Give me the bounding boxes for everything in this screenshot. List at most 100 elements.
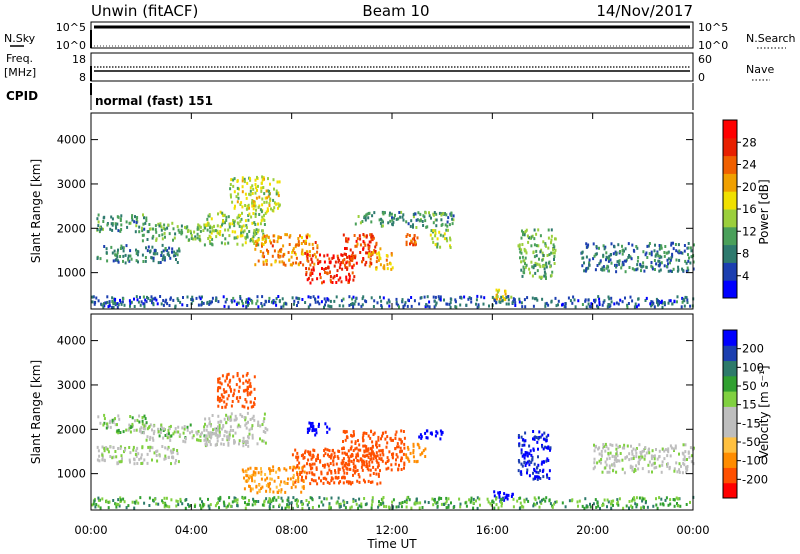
velocity-gate-cell	[389, 437, 392, 441]
power-gate-cell	[145, 219, 148, 222]
velocity-gate-cell	[254, 397, 256, 401]
power-panel-frame	[90, 112, 694, 310]
power-ytick-label: 3000	[57, 177, 86, 191]
velocity-gate-cell	[249, 400, 252, 404]
power-gate-cell	[495, 288, 498, 292]
velocity-gate-cell	[499, 500, 502, 504]
velocity-gate-cell	[228, 380, 231, 384]
velocity-gate-cell	[157, 430, 160, 434]
velocity-gate-cell	[219, 396, 221, 400]
power-gate-cell	[610, 242, 613, 246]
power-gate-cell	[275, 303, 278, 307]
power-gate-cell	[141, 229, 144, 233]
power-gate-cell	[603, 268, 606, 272]
power-gate-cell	[119, 229, 122, 233]
velocity-gate-cell	[273, 496, 276, 500]
velocity-gate-cell	[217, 404, 220, 408]
velocity-gate-cell	[327, 464, 330, 468]
velocity-gate-cell	[135, 454, 138, 458]
power-gate-cell	[316, 258, 319, 262]
velocity-gate-cell	[117, 503, 120, 506]
power-gate-cell	[640, 269, 642, 273]
power-gate-cell	[270, 263, 273, 267]
power-gate-cell	[434, 229, 437, 233]
velocity-gate-cell	[669, 498, 672, 502]
power-gate-cell	[410, 241, 413, 245]
velocity-gate-cell	[252, 497, 255, 501]
velocity-gate-cell	[353, 465, 355, 469]
power-gate-cell	[465, 303, 468, 307]
power-gate-cell	[610, 300, 613, 304]
power-gate-cell	[535, 249, 538, 253]
power-gate-cell	[317, 300, 319, 304]
power-gate-cell	[302, 239, 305, 243]
velocity-gate-cell	[245, 474, 248, 478]
power-gate-cell	[289, 234, 292, 238]
power-gate-cell	[341, 254, 344, 257]
velocity-gate-cell	[286, 503, 289, 507]
power-gate-cell	[534, 297, 536, 301]
power-gate-cell	[256, 241, 259, 245]
velocity-gate-cell	[344, 438, 347, 442]
power-gate-cell	[660, 244, 663, 248]
velocity-gate-cell	[635, 447, 638, 450]
velocity-gate-cell	[535, 436, 538, 439]
velocity-gate-cell	[618, 459, 621, 463]
velocity-gate-cell	[361, 436, 364, 440]
power-gate-cell	[248, 192, 251, 196]
velocity-gate-cell	[635, 451, 638, 455]
power-gate-cell	[251, 184, 254, 188]
power-gate-cell	[363, 241, 366, 245]
velocity-gate-cell	[224, 405, 227, 409]
power-gate-cell	[323, 254, 326, 258]
power-gate-cell	[619, 298, 622, 302]
power-gate-cell	[237, 214, 240, 218]
power-gate-cell	[326, 253, 329, 257]
velocity-gate-cell	[351, 434, 354, 438]
velocity-gate-cell	[537, 455, 539, 459]
velocity-gate-cell	[127, 504, 130, 508]
power-gate-cell	[423, 295, 426, 299]
velocity-gate-cell	[342, 430, 345, 434]
velocity-gate-cell	[188, 504, 191, 508]
power-gate-cell	[323, 305, 325, 309]
velocity-gate-cell	[292, 476, 295, 480]
power-gate-cell	[321, 267, 323, 270]
velocity-gate-cell	[346, 435, 349, 439]
velocity-gate-cell	[596, 501, 599, 505]
velocity-gate-cell	[158, 454, 161, 458]
velocity-gate-cell	[355, 446, 358, 450]
velocity-gate-cell	[376, 454, 379, 458]
power-gate-cell	[355, 239, 358, 243]
power-gate-cell	[592, 257, 595, 261]
power-gate-cell	[253, 221, 256, 225]
power-gate-cell	[386, 301, 389, 305]
power-gate-cell	[626, 303, 629, 307]
velocity-gate-cell	[653, 454, 656, 458]
power-gate-cell	[389, 211, 391, 215]
power-gate-cell	[446, 220, 449, 224]
power-gate-cell	[381, 219, 384, 223]
velocity-gate-cell	[128, 423, 131, 427]
velocity-gate-cell	[177, 503, 180, 507]
power-gate-cell	[194, 237, 197, 241]
power-gate-cell	[238, 224, 241, 228]
velocity-gate-cell	[106, 422, 109, 426]
power-gate-cell	[279, 236, 282, 240]
velocity-gate-cell	[167, 456, 170, 459]
power-colorbar-tick-label: 8	[742, 247, 749, 261]
power-gate-cell	[405, 220, 408, 224]
power-gate-cell	[221, 211, 224, 215]
power-gate-cell	[221, 223, 223, 227]
power-gate-cell	[680, 305, 683, 309]
velocity-gate-cell	[213, 432, 216, 436]
velocity-gate-cell	[354, 499, 357, 503]
velocity-gate-cell	[354, 469, 357, 473]
power-gate-cell	[439, 245, 442, 249]
power-gate-cell	[630, 257, 633, 261]
velocity-gate-cell	[179, 433, 182, 437]
velocity-gate-cell	[263, 500, 266, 504]
velocity-colorbar-tick-label: -200	[742, 472, 768, 486]
velocity-gate-cell	[267, 485, 270, 489]
power-gate-cell	[228, 234, 231, 238]
